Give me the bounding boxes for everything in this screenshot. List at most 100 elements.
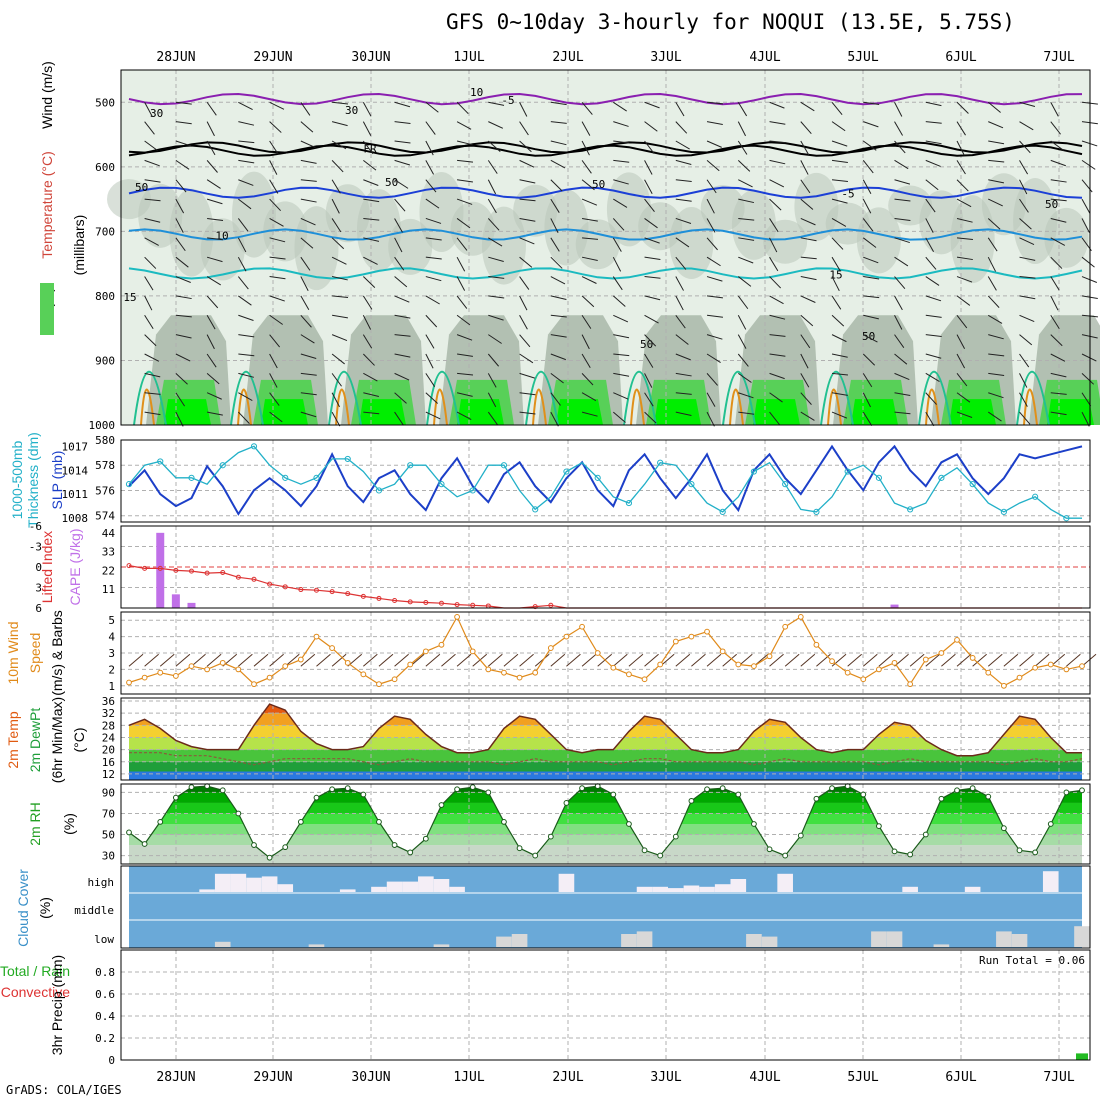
slp-tick-label: 1014 [62,464,89,477]
wind-barb [1019,653,1034,667]
wind-speed-marker [657,661,664,668]
wind-barb [144,102,153,117]
wind-barb [394,392,407,404]
wind-barb [269,295,285,302]
thickness-marker [375,487,383,494]
wind-barb [300,276,309,291]
thickness-marker [188,474,195,481]
wind-barb [956,295,971,306]
wind-barb [925,653,941,667]
wind-barb [956,334,966,349]
wind-barb [800,411,815,421]
rh-marker [1063,789,1070,796]
slp-tick-label: 1017 [62,440,89,453]
rh-marker [469,784,476,791]
lifted-index-marker [407,599,413,605]
rh-contour-region [200,218,245,281]
wind-barb [362,353,375,366]
thickness-marker [750,468,758,475]
wind-barb [362,140,374,155]
wind-speed-marker [985,669,992,676]
wind-barb [550,198,560,213]
wind-barb [1019,411,1031,425]
wind-barb [581,392,597,402]
cloud-bar-high [449,886,465,892]
thickness-marker [125,481,133,488]
cloud-row-label: low [94,933,114,946]
wind-barb [706,140,722,148]
rh-marker [329,786,335,793]
temp-axis-label: 2m Temp [5,711,21,769]
wind-barb [206,101,217,116]
slp-tick-label: 1011 [62,488,89,501]
wind-tick-label: 5 [108,614,115,627]
temp-axis-label: (6hr Min/Max) [49,697,65,783]
cloud-bar-low [1011,934,1028,947]
wind-barb [1019,392,1028,407]
wind-barb [675,159,692,165]
wind-barb [956,198,972,208]
wind-axis-label: (m/s) & Barbs [49,610,65,696]
wind-barb [894,198,911,202]
wind-barb [519,159,535,168]
wind-barb [675,334,689,345]
thickness-marker [688,481,695,488]
cloud-bar-high [371,886,387,892]
wind-barb [956,353,966,369]
wind-barb [144,653,159,667]
wind-barb [175,159,190,170]
cloud-bar-high [730,879,747,892]
wind-barb [1019,218,1032,230]
wind-barb [394,101,411,108]
wind-barb [831,372,849,376]
precip-axis-label: 3hr Precip (mm) [49,955,65,1055]
wind-barb [613,334,630,339]
upper-air-axis-label: Temperature (°C) [39,151,55,259]
wind-speed-marker [813,641,820,648]
isotherm-label: 15 [123,291,136,304]
rh-contour-region [359,399,406,425]
wind-barb [613,179,629,185]
thickness-marker [407,462,414,469]
li-tick-label: 6 [35,602,42,615]
lifted-index-marker [548,602,554,608]
wind-barb [862,392,871,408]
wind-barb [144,411,161,416]
thickness-marker [813,508,820,516]
wind-barb [1050,372,1067,378]
rh-contour-region [763,219,808,264]
wind-barb [300,314,312,328]
wind-barb [894,353,908,365]
rh-marker [797,832,804,839]
wind-barb [331,276,348,281]
wind-speed-marker [938,650,945,656]
wind-barb [644,101,660,109]
wind-speed-marker [172,673,179,679]
day-label-bottom: 28JUN [156,1070,195,1085]
wind-speed-marker [329,645,335,651]
wind-speed-marker [751,663,757,670]
temperature-isotherm-20 [328,371,362,426]
wind-barb [300,653,316,667]
wind-barb [331,392,340,408]
wind-barb [519,653,534,667]
wind-barb [613,198,628,208]
rh-contour-region [481,206,526,285]
wind-barb [457,372,474,376]
wind-barb [581,411,598,417]
rh-marker [313,794,320,801]
rh-marker [563,800,570,806]
wind-barb [362,121,372,137]
wind-barb [300,198,317,203]
wind-speed-marker [282,663,289,670]
wind-barb [519,392,536,396]
wind-barb [269,653,284,667]
lifted-index-marker [360,593,366,599]
wind-barb [706,392,716,407]
wind-barb [988,353,1005,357]
temp-line [128,703,1082,757]
wind-barb [144,276,154,291]
wind-barb [550,392,561,406]
upper-air-panel [120,69,1091,426]
wind-barb [956,276,973,283]
